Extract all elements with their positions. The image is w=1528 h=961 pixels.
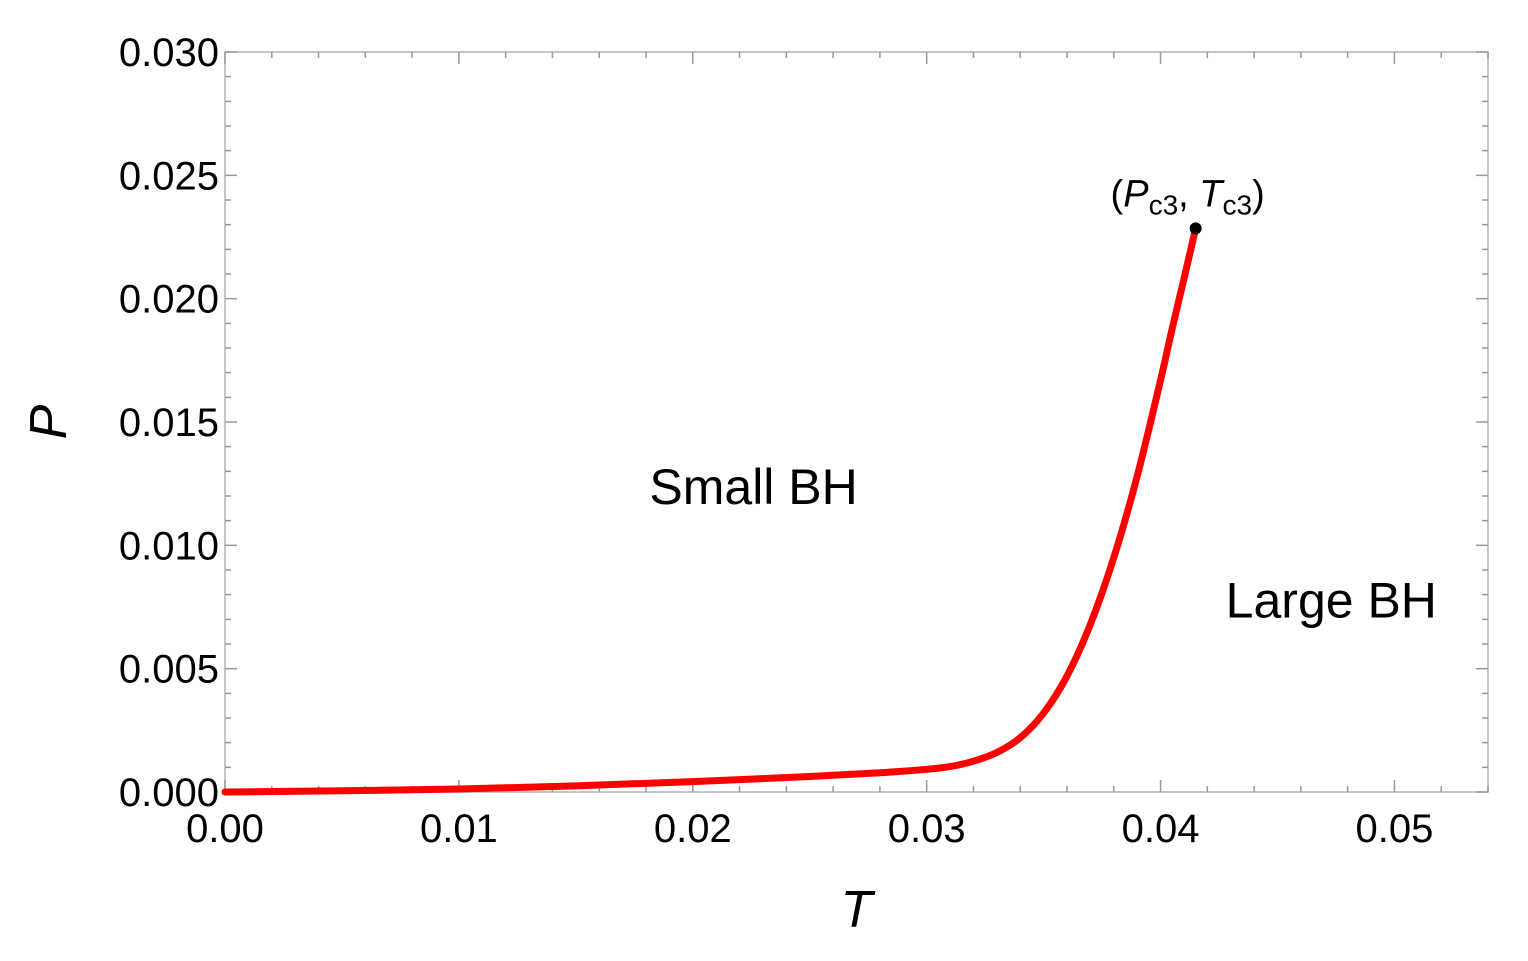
x-axis-ticks (224, 52, 1489, 792)
crit-close: ) (1252, 173, 1265, 215)
crit-sep: , (1178, 173, 1199, 215)
crit-p: P (1123, 173, 1149, 215)
plot-frame (224, 51, 1489, 793)
y-tick-label: 0.005 (119, 648, 219, 692)
coexistence-curve (221, 224, 1200, 796)
x-axis-tick-labels: 0.00 0.01 0.02 0.03 0.04 0.05 (186, 807, 1433, 851)
x-axis-title: T (841, 881, 876, 939)
crit-t-sub: c3 (1222, 189, 1252, 220)
y-axis-tick-labels: 0.000 0.005 0.010 0.015 0.020 0.025 0.030 (119, 31, 219, 815)
y-axis-ticks (225, 51, 1488, 793)
crit-p-sub: c3 (1149, 189, 1179, 220)
crit-open: ( (1111, 173, 1124, 215)
region-label-large-bh: Large BH (1226, 573, 1437, 629)
y-tick-label: 0.010 (119, 524, 219, 568)
critical-point-label: (Pc3, Tc3) (1111, 173, 1265, 220)
x-tick-label: 0.00 (186, 807, 264, 851)
y-axis-title: P (20, 404, 78, 439)
x-tick-label: 0.05 (1356, 807, 1434, 851)
y-tick-label: 0.030 (119, 31, 219, 75)
y-tick-label: 0.000 (119, 771, 219, 815)
y-tick-label: 0.015 (119, 401, 219, 445)
critical-point-marker (1189, 222, 1202, 235)
y-tick-label: 0.020 (119, 278, 219, 322)
x-tick-label: 0.03 (888, 807, 966, 851)
y-tick-label: 0.025 (119, 154, 219, 198)
crit-t: T (1199, 173, 1225, 215)
x-tick-label: 0.02 (654, 807, 732, 851)
region-label-small-bh: Small BH (649, 459, 857, 515)
x-tick-label: 0.04 (1122, 807, 1200, 851)
x-tick-label: 0.01 (420, 807, 498, 851)
